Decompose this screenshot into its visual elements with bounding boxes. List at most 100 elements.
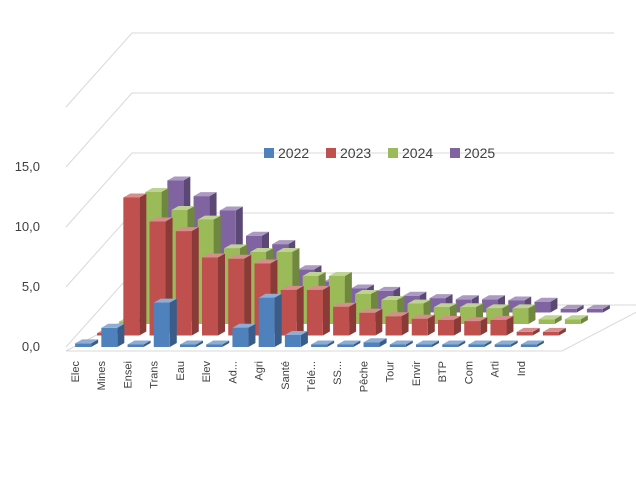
bar-2023-Envir [438,315,461,336]
y-tick-label: 10,0 [15,219,40,234]
bar-front [75,343,92,347]
bar-front [101,327,118,347]
bar-side [432,340,439,347]
bar-side [296,285,304,336]
bars [75,176,610,347]
bar-top [534,297,558,302]
bar-side [322,285,330,336]
bar-top [145,188,169,192]
bar-top [167,176,191,181]
bar-top [250,248,274,252]
bar-front [206,344,223,347]
bar-top [224,244,247,249]
bar-top [311,340,335,345]
bar-front [228,258,245,336]
bar-2022-Trans [153,298,177,347]
bar-top [512,304,536,309]
bar-side [248,323,256,347]
bar-side [117,323,125,347]
bar-top [482,295,505,300]
bar-2022-Ind [520,340,544,347]
bar-2025-Arti [560,304,584,313]
legend-label: 2023 [340,145,371,161]
x-tick-label: Arti [490,361,502,378]
bar-front [438,319,454,336]
bar-side [300,331,308,347]
bar-top [363,338,387,343]
bar-side [375,308,383,336]
bar-top [171,206,195,210]
series-2022 [75,293,544,347]
bar-side [458,340,466,347]
bar-front [516,331,533,336]
bar-top [254,259,278,264]
bar-front [359,312,376,336]
bar-side [169,298,177,347]
bar-top [359,308,383,313]
bar-2023-Eau [202,253,225,336]
bar-top [416,340,439,345]
bar-front [123,197,140,336]
bar-front [442,344,459,347]
gridline-left-1 [65,212,133,288]
bar-front [306,289,323,336]
bar-top [333,302,357,307]
bar-top [302,272,326,276]
bar-2024-Ind [564,315,588,324]
bar-2023-BTP [464,317,488,336]
bar-2024-Envir [460,303,483,324]
x-tick-label: Envir [411,361,423,386]
bar-top [280,285,304,290]
x-tick-label: Tour [385,361,397,383]
bar-side [327,340,335,347]
bar-side [510,340,518,347]
bar-2023-Télé... [333,302,357,336]
bar-side [143,340,151,347]
bar-top [586,304,610,309]
bar-top [407,299,431,304]
bar-front [202,257,218,336]
bar-top [377,286,401,291]
bar-top [276,248,300,252]
bar-top [258,293,282,298]
y-axis: 0,0 5,0 10,0 15,0 [15,159,40,354]
bar-2022-Com [468,340,492,347]
bar-side [558,327,566,336]
bar-2022-Arti [494,340,518,347]
bar-top [355,290,379,294]
bar-front [333,306,350,336]
bar-side [484,340,492,347]
bar-top [429,294,453,299]
bar-top [193,192,217,197]
bar-top [433,303,457,308]
bar-2022-Santé [284,331,308,347]
bar-top [197,215,221,220]
bar-side [191,227,199,336]
gridline-left-top [65,32,133,108]
bar-2023-Ind [542,327,566,336]
bar-2023-Agri [280,285,304,336]
bar-2023-Mines [123,193,147,336]
bar-2023-Santé [306,285,330,336]
bar-side [139,193,147,336]
x-tick-label: Elec [70,361,82,383]
y-tick-label: 15,0 [15,159,40,174]
bar-side [91,339,99,347]
bar-2022-Agri [258,293,282,347]
bar-front [280,289,297,336]
bar-side [244,254,252,336]
legend: 2022 2023 2024 2025 [264,145,495,161]
legend-swatch [326,148,336,158]
bar-top [508,296,532,301]
bar-front [232,327,249,347]
bar-top [350,284,374,289]
bar-top [175,227,199,232]
bar-front [284,335,301,347]
x-tick-label: Santé [280,361,292,390]
bar-front [389,344,406,347]
bar-front [534,301,551,313]
bar-2022-Eau [180,340,203,347]
legend-swatch [388,148,398,158]
x-axis: Elec Mines Ensei Trans Eau Elev Ad... Agri Santé… [70,361,528,393]
